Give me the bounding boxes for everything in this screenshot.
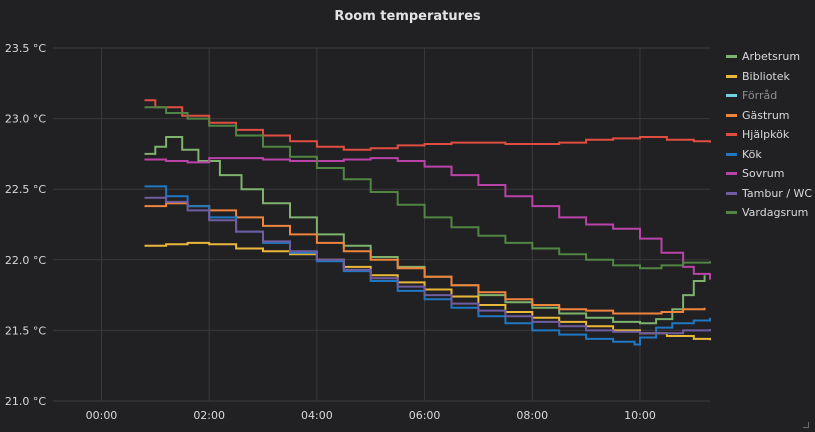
legend-swatch (726, 55, 737, 59)
legend-label: Arbetsrum (742, 50, 801, 64)
legend-swatch (726, 133, 737, 137)
legend-item[interactable]: Hjälpkök (726, 125, 812, 145)
legend-item[interactable]: Förråd (726, 86, 812, 106)
legend-label: Kök (742, 147, 762, 161)
series-line-hj-lpk-k (144, 99, 711, 151)
series-line-tambur-wc (144, 196, 711, 335)
legend-label: Sovrum (742, 167, 785, 181)
legend-item[interactable]: Bibliotek (726, 67, 812, 87)
legend-swatch (726, 172, 737, 176)
x-axis: 00:00 02:00 04:00 06:00 08:00 10:00 (86, 409, 656, 422)
series-line-sovrum (144, 157, 711, 280)
legend-item[interactable]: Arbetsrum (726, 47, 812, 67)
legend-swatch (726, 211, 737, 215)
resize-handle[interactable] (803, 422, 809, 428)
legend-item[interactable]: Tambur / WC (726, 184, 812, 204)
x-tick-label: 10:00 (624, 409, 656, 422)
y-tick-label: 23.5 °C (5, 42, 46, 55)
legend-label: Tambur / WC (742, 186, 813, 200)
legend-swatch (726, 152, 737, 156)
legend-label: Hjälpkök (742, 128, 790, 142)
legend-item[interactable]: Gästrum (726, 106, 812, 126)
y-axis: 21.0 °C 21.5 °C 22.0 °C 22.5 °C 23.0 °C 23.5 … (5, 42, 46, 408)
y-tick-label: 22.5 °C (5, 183, 46, 196)
legend-swatch (726, 191, 737, 195)
legend-label: Förråd (742, 89, 778, 103)
legend-swatch (726, 113, 737, 117)
legend-swatch (726, 94, 737, 98)
x-tick-label: 06:00 (409, 409, 441, 422)
y-tick-label: 23.0 °C (5, 113, 46, 126)
x-tick-label: 04:00 (301, 409, 333, 422)
legend-item[interactable]: Kök (726, 145, 812, 165)
x-tick-label: 00:00 (86, 409, 118, 422)
legend: Arbetsrum Bibliotek Förråd Gästrum Hjälpkök K… (726, 47, 812, 223)
x-tick-label: 02:00 (193, 409, 225, 422)
legend-swatch (726, 74, 737, 78)
legend-label: Bibliotek (742, 69, 790, 83)
x-tick-label: 08:00 (516, 409, 548, 422)
series-line-bibliotek (144, 241, 711, 341)
series-line-vardagsrum (144, 106, 711, 270)
legend-item[interactable]: Sovrum (726, 164, 812, 184)
chart-title: Room temperatures (334, 9, 481, 24)
legend-label: Vardagsrum (742, 206, 809, 220)
legend-label: Gästrum (742, 108, 790, 122)
series-line-g-strum (144, 202, 706, 315)
y-tick-label: 21.0 °C (5, 395, 46, 408)
y-tick-label: 22.0 °C (5, 254, 46, 267)
legend-item[interactable]: Vardagsrum (726, 203, 812, 223)
y-tick-label: 21.5 °C (5, 324, 46, 337)
series-lines (144, 99, 711, 346)
